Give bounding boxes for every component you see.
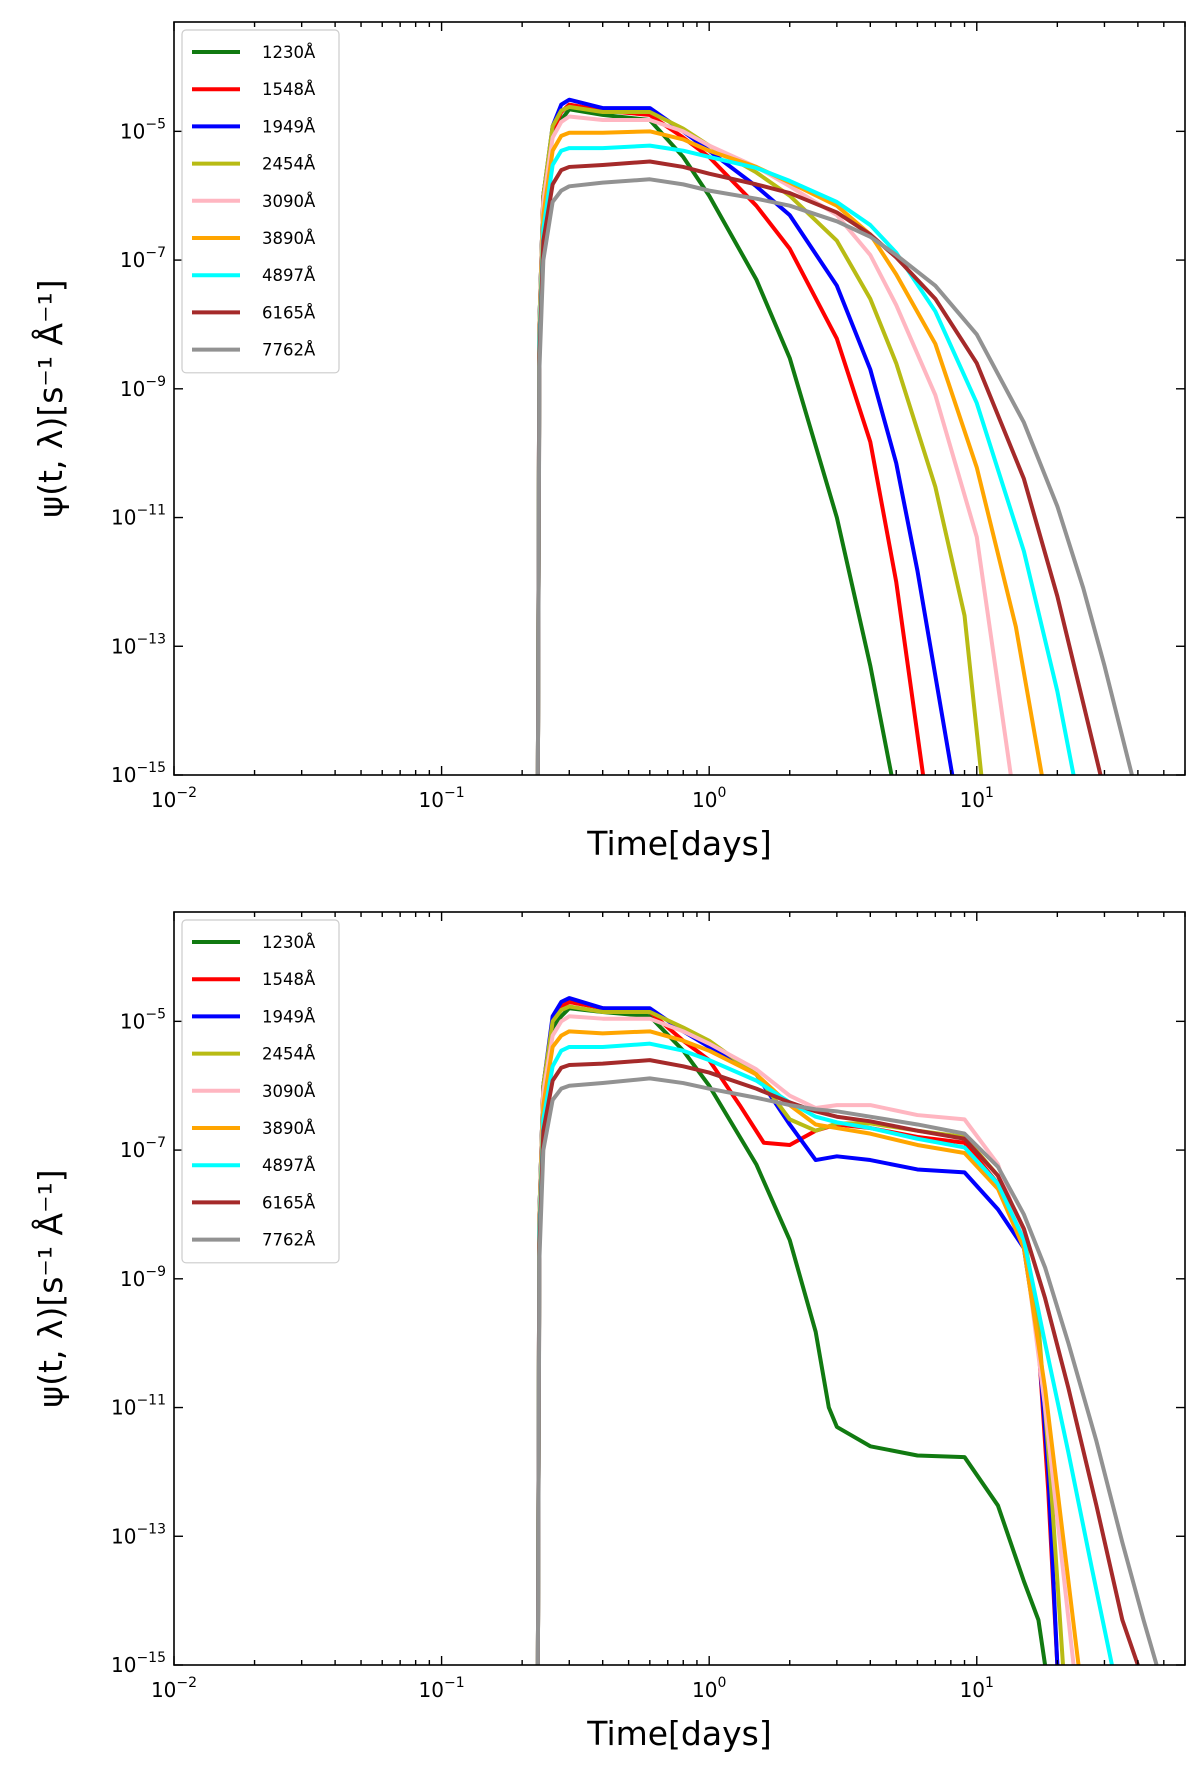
legend: 1230Å 1548Å 1949Å 2454Å 3090Å 3890Å 4897Å 6165Å… bbox=[181, 919, 340, 1264]
y-tick-label: 10−15 bbox=[111, 760, 166, 787]
tick-marks bbox=[173, 912, 1186, 1666]
legend-label: 4897Å bbox=[262, 266, 316, 285]
legend-label: 2454Å bbox=[262, 1045, 316, 1064]
legend-label: 1949Å bbox=[262, 117, 316, 136]
x-tick-label: 101 bbox=[960, 785, 994, 812]
legend-label: 1548Å bbox=[262, 80, 316, 99]
series-line-3890 bbox=[535, 129, 1044, 775]
legend-label: 1230Å bbox=[262, 43, 316, 62]
tick-marks bbox=[173, 22, 1186, 776]
y-tick-label: 10−5 bbox=[120, 116, 166, 143]
legend-label: 3890Å bbox=[262, 1119, 316, 1138]
legend-label: 6165Å bbox=[262, 303, 316, 322]
x-tick-label: 101 bbox=[960, 1675, 994, 1702]
legend-label: 6165Å bbox=[262, 1193, 316, 1212]
series-line-4897 bbox=[535, 143, 1076, 775]
legend-label: 7762Å bbox=[262, 341, 316, 360]
y-axis-label: ψ(t, λ)[s⁻¹ Å⁻¹] bbox=[30, 1169, 70, 1407]
x-axis-label: Time[days] bbox=[586, 824, 771, 863]
legend-label: 4897Å bbox=[262, 1156, 316, 1175]
series-line-7762 bbox=[535, 1076, 1159, 1665]
y-axis-label: ψ(t, λ)[s⁻¹ Å⁻¹] bbox=[30, 279, 70, 517]
y-tick-label: 10−13 bbox=[111, 631, 166, 658]
series-line-3090 bbox=[535, 114, 1013, 775]
series-line-6165 bbox=[535, 159, 1103, 775]
legend-box bbox=[181, 29, 340, 374]
chart-panel-bottom: 10−2 10−1 100 101 10−15 10−13 10−11 10−9 10−7 10−… bbox=[30, 911, 1186, 1753]
chart-panel-top: 10−2 10−1 100 101 10−15 10−13 10−11 10−9 10−7 10−… bbox=[30, 21, 1186, 863]
legend-label: 2454Å bbox=[262, 155, 316, 174]
legend-label: 1949Å bbox=[262, 1007, 316, 1026]
x-tick-label: 10−1 bbox=[419, 785, 465, 812]
series-group bbox=[535, 97, 1134, 775]
legend-label: 3090Å bbox=[262, 192, 316, 211]
y-tick-label: 10−9 bbox=[120, 374, 166, 401]
legend-label: 1548Å bbox=[262, 970, 316, 989]
x-tick-label: 100 bbox=[692, 785, 726, 812]
legend-box bbox=[181, 919, 340, 1264]
y-tick-label: 10−11 bbox=[111, 1393, 166, 1420]
x-axis-label: Time[days] bbox=[586, 1714, 771, 1753]
y-tick-label: 10−7 bbox=[120, 1135, 166, 1162]
y-tick-label: 10−9 bbox=[120, 1264, 166, 1291]
x-tick-label: 10−2 bbox=[151, 785, 197, 812]
y-tick-label: 10−13 bbox=[111, 1521, 166, 1548]
axes-frame bbox=[173, 911, 1186, 1666]
x-tick-label: 10−1 bbox=[419, 1675, 465, 1702]
legend-label: 1230Å bbox=[262, 933, 316, 952]
series-line-1230 bbox=[535, 1006, 1048, 1665]
legend: 1230Å 1548Å 1949Å 2454Å 3090Å 3890Å 4897Å 6165Å… bbox=[181, 29, 340, 374]
legend-label: 3890Å bbox=[262, 229, 316, 248]
y-tick-label: 10−11 bbox=[111, 503, 166, 530]
legend-label: 7762Å bbox=[262, 1231, 316, 1250]
axes-frame bbox=[173, 21, 1186, 776]
y-tick-label: 10−7 bbox=[120, 245, 166, 272]
y-tick-label: 10−15 bbox=[111, 1650, 166, 1677]
legend-label: 3090Å bbox=[262, 1082, 316, 1101]
y-tick-label: 10−5 bbox=[120, 1006, 166, 1033]
series-group bbox=[535, 996, 1159, 1665]
x-tick-label: 10−2 bbox=[151, 1675, 197, 1702]
series-line-7762 bbox=[535, 177, 1134, 775]
x-tick-label: 100 bbox=[692, 1675, 726, 1702]
